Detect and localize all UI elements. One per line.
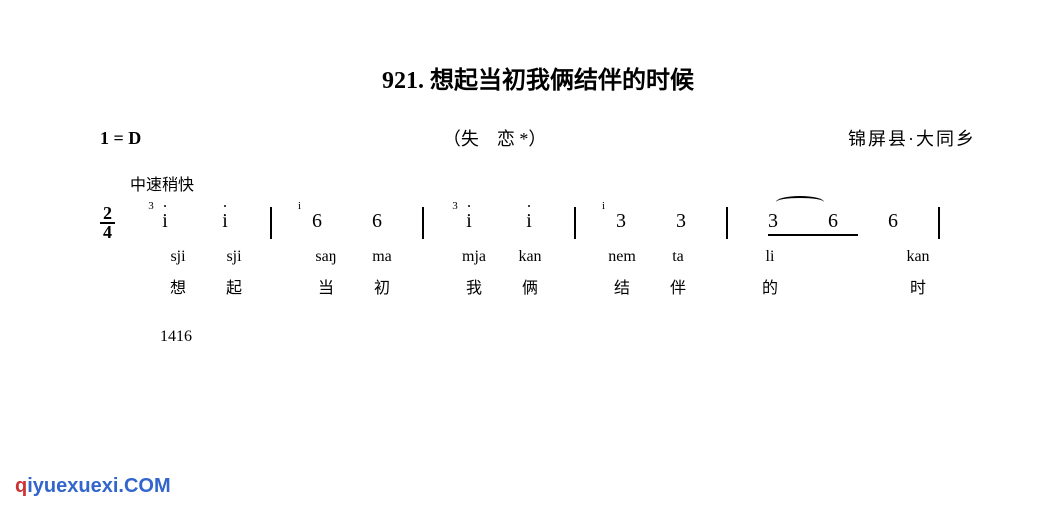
title-number: 921. xyxy=(382,68,424,94)
phonetic-syllable: sji xyxy=(150,248,206,266)
watermark-red: q xyxy=(15,475,27,497)
barline xyxy=(422,207,424,239)
note: i• xyxy=(195,210,255,233)
phonetic-syllable: kan xyxy=(502,248,558,266)
title-text: 想起当初我俩结伴的时候 xyxy=(430,68,694,94)
note: i• xyxy=(499,210,559,233)
chinese-character: 的 xyxy=(742,274,798,298)
subtitle: （失 恋 *） xyxy=(141,125,848,151)
notation-row: 2 4 i•3i•6i6i•3i•3i3366 xyxy=(100,205,976,240)
watermark-blue: iyuexuexi xyxy=(27,475,118,497)
phonetic-syllable: sji xyxy=(206,248,262,266)
page-number: 1416 xyxy=(160,328,976,346)
note: 6 xyxy=(347,210,407,233)
phonetic-lyrics: sjisjisaŋmamjakannemtalikan xyxy=(100,248,976,266)
time-signature: 2 4 xyxy=(100,205,115,239)
note: i•3 xyxy=(439,210,499,233)
barline xyxy=(270,207,272,239)
tempo-marking: 中速稍快 xyxy=(130,171,976,195)
chinese-character: 当 xyxy=(298,274,354,298)
chinese-lyrics: 想起 当初 我俩 结伴 的 时 xyxy=(100,274,976,298)
phonetic-syllable: kan xyxy=(890,248,946,266)
song-title: 921. 想起当初我俩结伴的时候 xyxy=(100,60,976,95)
phonetic-syllable: mja xyxy=(446,248,502,266)
note: 6i xyxy=(287,210,347,233)
chinese-character: 起 xyxy=(206,274,262,298)
barline xyxy=(938,207,940,239)
time-sig-denominator: 4 xyxy=(100,224,115,240)
note: 6 xyxy=(863,210,923,233)
note: i•3 xyxy=(135,210,195,233)
chinese-character: 伴 xyxy=(650,274,706,298)
phonetic-syllable: saŋ xyxy=(298,248,354,266)
note: 3i xyxy=(591,210,651,233)
time-sig-numerator: 2 xyxy=(100,205,115,223)
key-signature: 1 = D xyxy=(100,128,141,149)
phonetic-syllable: li xyxy=(742,248,798,266)
location: 锦屏县·大同乡 xyxy=(848,125,976,151)
note: 6 xyxy=(803,210,863,233)
chinese-character: 想 xyxy=(150,274,206,298)
watermark-suffix: .COM xyxy=(118,475,170,497)
chinese-character: 俩 xyxy=(502,274,558,298)
phonetic-syllable: ta xyxy=(650,248,706,266)
phonetic-syllable: ma xyxy=(354,248,410,266)
chinese-character: 时 xyxy=(890,274,946,298)
chinese-character: 结 xyxy=(594,274,650,298)
note: 3 xyxy=(743,210,803,233)
note: 3 xyxy=(651,210,711,233)
barline xyxy=(574,207,576,239)
chinese-character: 初 xyxy=(354,274,410,298)
barline xyxy=(726,207,728,239)
header-row: 1 = D （失 恋 *） 锦屏县·大同乡 xyxy=(100,125,976,151)
watermark: qiyuexuexi.COM xyxy=(15,475,171,498)
phonetic-syllable: nem xyxy=(594,248,650,266)
chinese-character: 我 xyxy=(446,274,502,298)
